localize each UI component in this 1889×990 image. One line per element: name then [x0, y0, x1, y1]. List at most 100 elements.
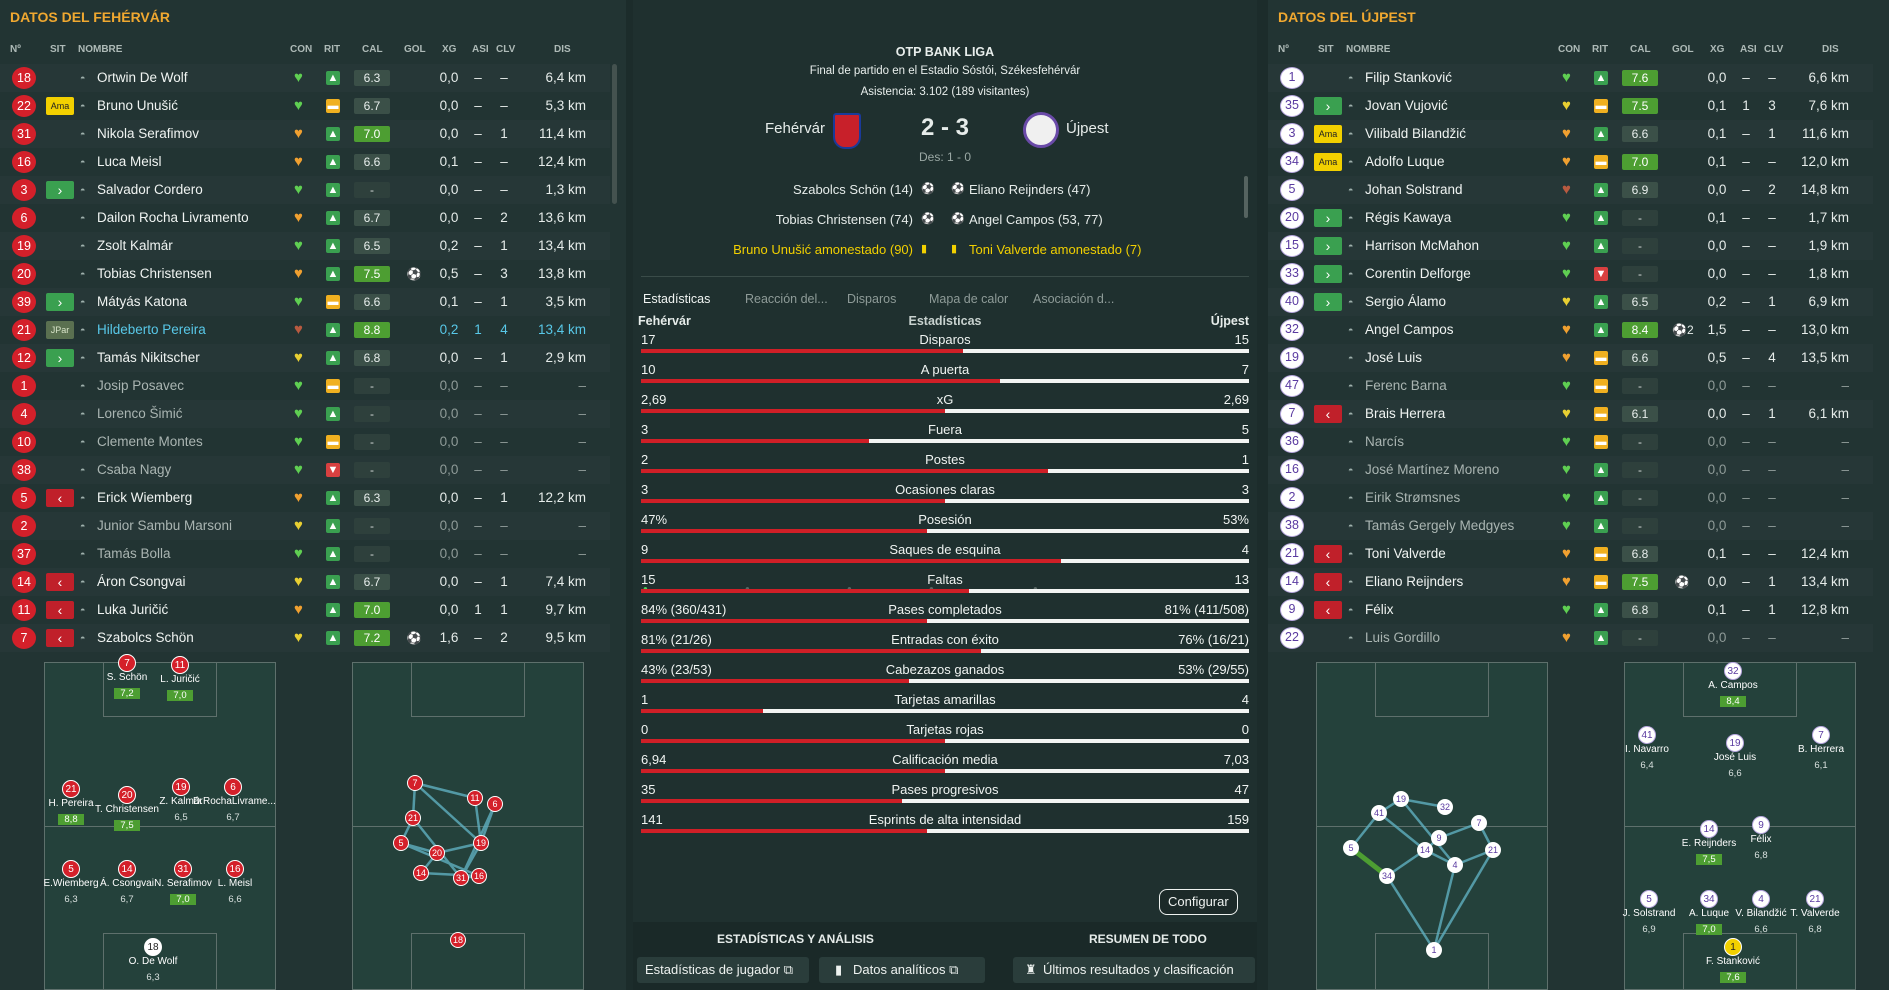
player-row[interactable]: 2 ◓ Junior Sambu Marsoni ♥ ▲ -0,0– – –: [0, 512, 610, 540]
formation-player[interactable]: 21 T. Valverde 6,8: [1775, 889, 1855, 937]
player-name[interactable]: Tamás Nikitscher: [97, 350, 200, 365]
tab-4[interactable]: ● Asociación d...: [1033, 292, 1114, 593]
tab-0[interactable]: ● Estadísticas: [643, 292, 710, 593]
player-row[interactable]: 7 ‹ ◓ Szabolcs Schön ♥ ▲ 7.2 ⚽ 1,6– 2 9,5 km: [0, 624, 610, 652]
player-row[interactable]: 14 ‹ ◓ Eliano Reijnders ♥ ▬ 7.5 ⚽ 0,0– 1 13,4 km: [1268, 568, 1873, 596]
player-row[interactable]: 34 Ama ◓ Adolfo Luque ♥ ▬ 7.0 0,1– –12,0 km: [1268, 148, 1873, 176]
formation-player[interactable]: 19 Z. Kalmár 6,5: [141, 777, 221, 825]
player-row[interactable]: 32 ◓ Angel Campos ♥ ▲ 8.4 ⚽2 1,5– –13,0 km: [1268, 316, 1873, 344]
player-row[interactable]: 10 ◓ Clemente Montes ♥ ▬ -0,0– – –: [0, 428, 610, 456]
col-con[interactable]: CON: [290, 44, 313, 55]
player-row[interactable]: 20 › ◓ Régis Kawaya ♥ ▲ -0,1– –1,7 km: [1268, 204, 1873, 232]
player-name[interactable]: Narcís: [1365, 434, 1405, 449]
player-name[interactable]: Corentin Delforge: [1365, 266, 1471, 281]
player-name[interactable]: Dailon Rocha Livramento: [97, 210, 249, 225]
player-name[interactable]: Toni Valverde: [1365, 546, 1446, 561]
formation-player[interactable]: 11 L. Juričić 7,0: [140, 655, 220, 703]
player-name[interactable]: Áron Csongvai: [97, 574, 186, 589]
player-row[interactable]: 5 ‹ ◓ Erick Wiemberg ♥ ▲ 6.3 0,0– 1 12,2 km: [0, 484, 610, 512]
results-button[interactable]: ♜ Últimos resultados y clasificación: [1013, 957, 1255, 983]
formation-player[interactable]: 32 A. Campos 8,4: [1693, 661, 1773, 709]
player-name[interactable]: Filip Stanković: [1365, 70, 1453, 85]
player-stats-button[interactable]: Estadísticas de jugador ⧉: [637, 957, 809, 983]
player-row[interactable]: 22 Ama ◓ Bruno Unušić ♥ ▬ 6.7 0,0– –5,3 km: [0, 92, 610, 120]
col-xg[interactable]: XG: [442, 44, 457, 55]
col-rit[interactable]: RIT: [1592, 44, 1609, 55]
player-row[interactable]: 2 ◓ Eirik Strømsnes ♥ ▲ -0,0– – –: [1268, 484, 1873, 512]
home-crest-icon[interactable]: [833, 113, 861, 149]
home-team-name[interactable]: Fehérvár: [764, 120, 825, 137]
player-name[interactable]: Szabolcs Schön: [97, 630, 194, 645]
player-row[interactable]: 14 ‹ ◓ Áron Csongvai ♥ ▲ 6.7 0,0– 1 7,4 km: [0, 568, 610, 596]
player-name[interactable]: Félix: [1365, 602, 1394, 617]
player-row[interactable]: 15 › ◓ Harrison McMahon ♥ ▲ -0,0– –1,9 km: [1268, 232, 1873, 260]
tab-3[interactable]: ● Mapa de calor: [929, 292, 1008, 593]
player-row[interactable]: 22 ◓ Luis Gordillo ♥ ▲ -0,0– – –: [1268, 624, 1873, 652]
player-name[interactable]: Vilibald Bilandžić: [1365, 126, 1467, 141]
formation-player[interactable]: 31 N. Serafimov 7,0: [143, 859, 223, 907]
player-name[interactable]: Adolfo Luque: [1365, 154, 1445, 169]
player-row[interactable]: 5 ◓ Johan Solstrand ♥ ▲ 6.9 0,0– 2 14,8 km: [1268, 176, 1873, 204]
player-name[interactable]: José Martínez Moreno: [1365, 462, 1500, 477]
player-name[interactable]: Luca Meisl: [97, 154, 162, 169]
col-cal[interactable]: CAL: [362, 44, 383, 55]
player-row[interactable]: 1 ◓ Filip Stanković ♥ ▲ 7.6 0,0– –6,6 km: [1268, 64, 1873, 92]
player-row[interactable]: 16 ◓ Luca Meisl ♥ ▲ 6.6 0,1– –12,4 km: [0, 148, 610, 176]
tab-2[interactable]: ● Disparos: [847, 292, 896, 593]
col-con[interactable]: CON: [1558, 44, 1581, 55]
formation-player[interactable]: 9 Félix 6,8: [1721, 815, 1801, 863]
col-no[interactable]: Nº: [10, 44, 21, 55]
player-row[interactable]: 38 ◓ Csaba Nagy ♥ ▼ -0,0– – –: [0, 456, 610, 484]
formation-player[interactable]: 14 Á. Csongvai 6,7: [87, 859, 167, 907]
player-row[interactable]: 21 ‹ ◓ Toni Valverde ♥ ▬ 6.8 0,1– –12,4 km: [1268, 540, 1873, 568]
col-sit[interactable]: SIT: [50, 44, 66, 55]
player-row[interactable]: 16 ◓ José Martínez Moreno ♥ ▲ -0,0– – –: [1268, 456, 1873, 484]
player-row[interactable]: 20 ◓ Tobias Christensen ♥ ▲ 7.5 ⚽ 0,5– 3 13,8 km: [0, 260, 610, 288]
player-row[interactable]: 40 › ◓ Sergio Álamo ♥ ▲ 6.5 0,2– 1 6,9 km: [1268, 288, 1873, 316]
player-row[interactable]: 6 ◓ Dailon Rocha Livramento ♥ ▲ 6.7 0,0– 2 13,6 …: [0, 204, 610, 232]
player-name[interactable]: Johan Solstrand: [1365, 182, 1463, 197]
player-name[interactable]: Sergio Álamo: [1365, 294, 1447, 309]
formation-player[interactable]: 14 E. Reijnders 7,5: [1669, 819, 1749, 867]
player-name[interactable]: Harrison McMahon: [1365, 238, 1480, 253]
player-row[interactable]: 35 › ◓ Jovan Vujović ♥ ▬ 7.5 0,1 1 3 7,6 km: [1268, 92, 1873, 120]
formation-player[interactable]: 7 S. Schön 7,2: [87, 653, 167, 701]
col-dis[interactable]: DIS: [554, 44, 571, 55]
player-row[interactable]: 7 ‹ ◓ Brais Herrera ♥ ▬ 6.1 0,0– 1 6,1 km: [1268, 400, 1873, 428]
player-name[interactable]: Eirik Strømsnes: [1365, 490, 1461, 505]
player-row[interactable]: 33 › ◓ Corentin Delforge ♥ ▼ -0,0– –1,8 km: [1268, 260, 1873, 288]
player-row[interactable]: 1 ◓ Josip Posavec ♥ ▬ -0,0– – –: [0, 372, 610, 400]
home-list-scrollbar[interactable]: [612, 64, 617, 204]
player-row[interactable]: 36 ◓ Narcís ♥ ▬ -0,0– – –: [1268, 428, 1873, 456]
formation-player[interactable]: 16 L. Meisl 6,6: [195, 859, 275, 907]
player-name[interactable]: Nikola Serafimov: [97, 126, 200, 141]
player-name[interactable]: José Luis: [1365, 350, 1423, 365]
col-dis[interactable]: DIS: [1822, 44, 1839, 55]
player-name[interactable]: Tobias Christensen: [97, 266, 212, 281]
col-name[interactable]: NOMBRE: [78, 44, 123, 55]
formation-player[interactable]: 21 H. Pereira 8,8: [31, 779, 111, 827]
player-row[interactable]: 31 ◓ Nikola Serafimov ♥ ▲ 7.0 0,0– 1 11,4 km: [0, 120, 610, 148]
player-row[interactable]: 4 ◓ Lorenco Šimić ♥ ▲ -0,0– – –: [0, 400, 610, 428]
col-clv[interactable]: CLV: [496, 44, 516, 55]
player-name[interactable]: Lorenco Šimić: [97, 406, 183, 421]
col-gol[interactable]: GOL: [1672, 44, 1694, 55]
col-no[interactable]: Nº: [1278, 44, 1289, 55]
formation-player[interactable]: 5 J. Solstrand 6,9: [1609, 889, 1689, 937]
player-name[interactable]: Eliano Reijnders: [1365, 574, 1464, 589]
player-name[interactable]: Erick Wiemberg: [97, 490, 193, 505]
player-name[interactable]: Régis Kawaya: [1365, 210, 1452, 225]
player-name[interactable]: Josip Posavec: [97, 378, 185, 393]
formation-player[interactable]: 7 B. Herrera 6,1: [1781, 725, 1861, 773]
player-row[interactable]: 19 ◓ Zsolt Kalmár ♥ ▲ 6.5 0,2– 1 13,4 km: [0, 232, 610, 260]
formation-player[interactable]: 5 E.Wiemberg 6,3: [31, 859, 111, 907]
player-name[interactable]: Tamás Gergely Medgyes: [1365, 518, 1515, 533]
formation-player[interactable]: 6 D.RochaLivrame... 6,7: [193, 777, 276, 825]
player-name[interactable]: Tamás Bolla: [97, 546, 171, 561]
player-name[interactable]: Bruno Unušić: [97, 98, 179, 113]
player-row[interactable]: 37 ◓ Tamás Bolla ♥ ▲ -0,0– – –: [0, 540, 610, 568]
events-scrollbar[interactable]: [1244, 176, 1248, 218]
player-name[interactable]: Jovan Vujović: [1365, 98, 1448, 113]
formation-player[interactable]: 4 V. Bilandžić 6,6: [1721, 889, 1801, 937]
player-name[interactable]: Mátyás Katona: [97, 294, 188, 309]
